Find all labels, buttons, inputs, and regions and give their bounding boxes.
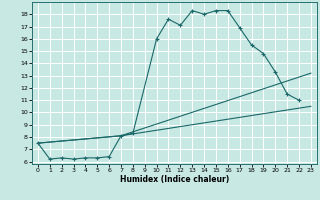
X-axis label: Humidex (Indice chaleur): Humidex (Indice chaleur)	[120, 175, 229, 184]
